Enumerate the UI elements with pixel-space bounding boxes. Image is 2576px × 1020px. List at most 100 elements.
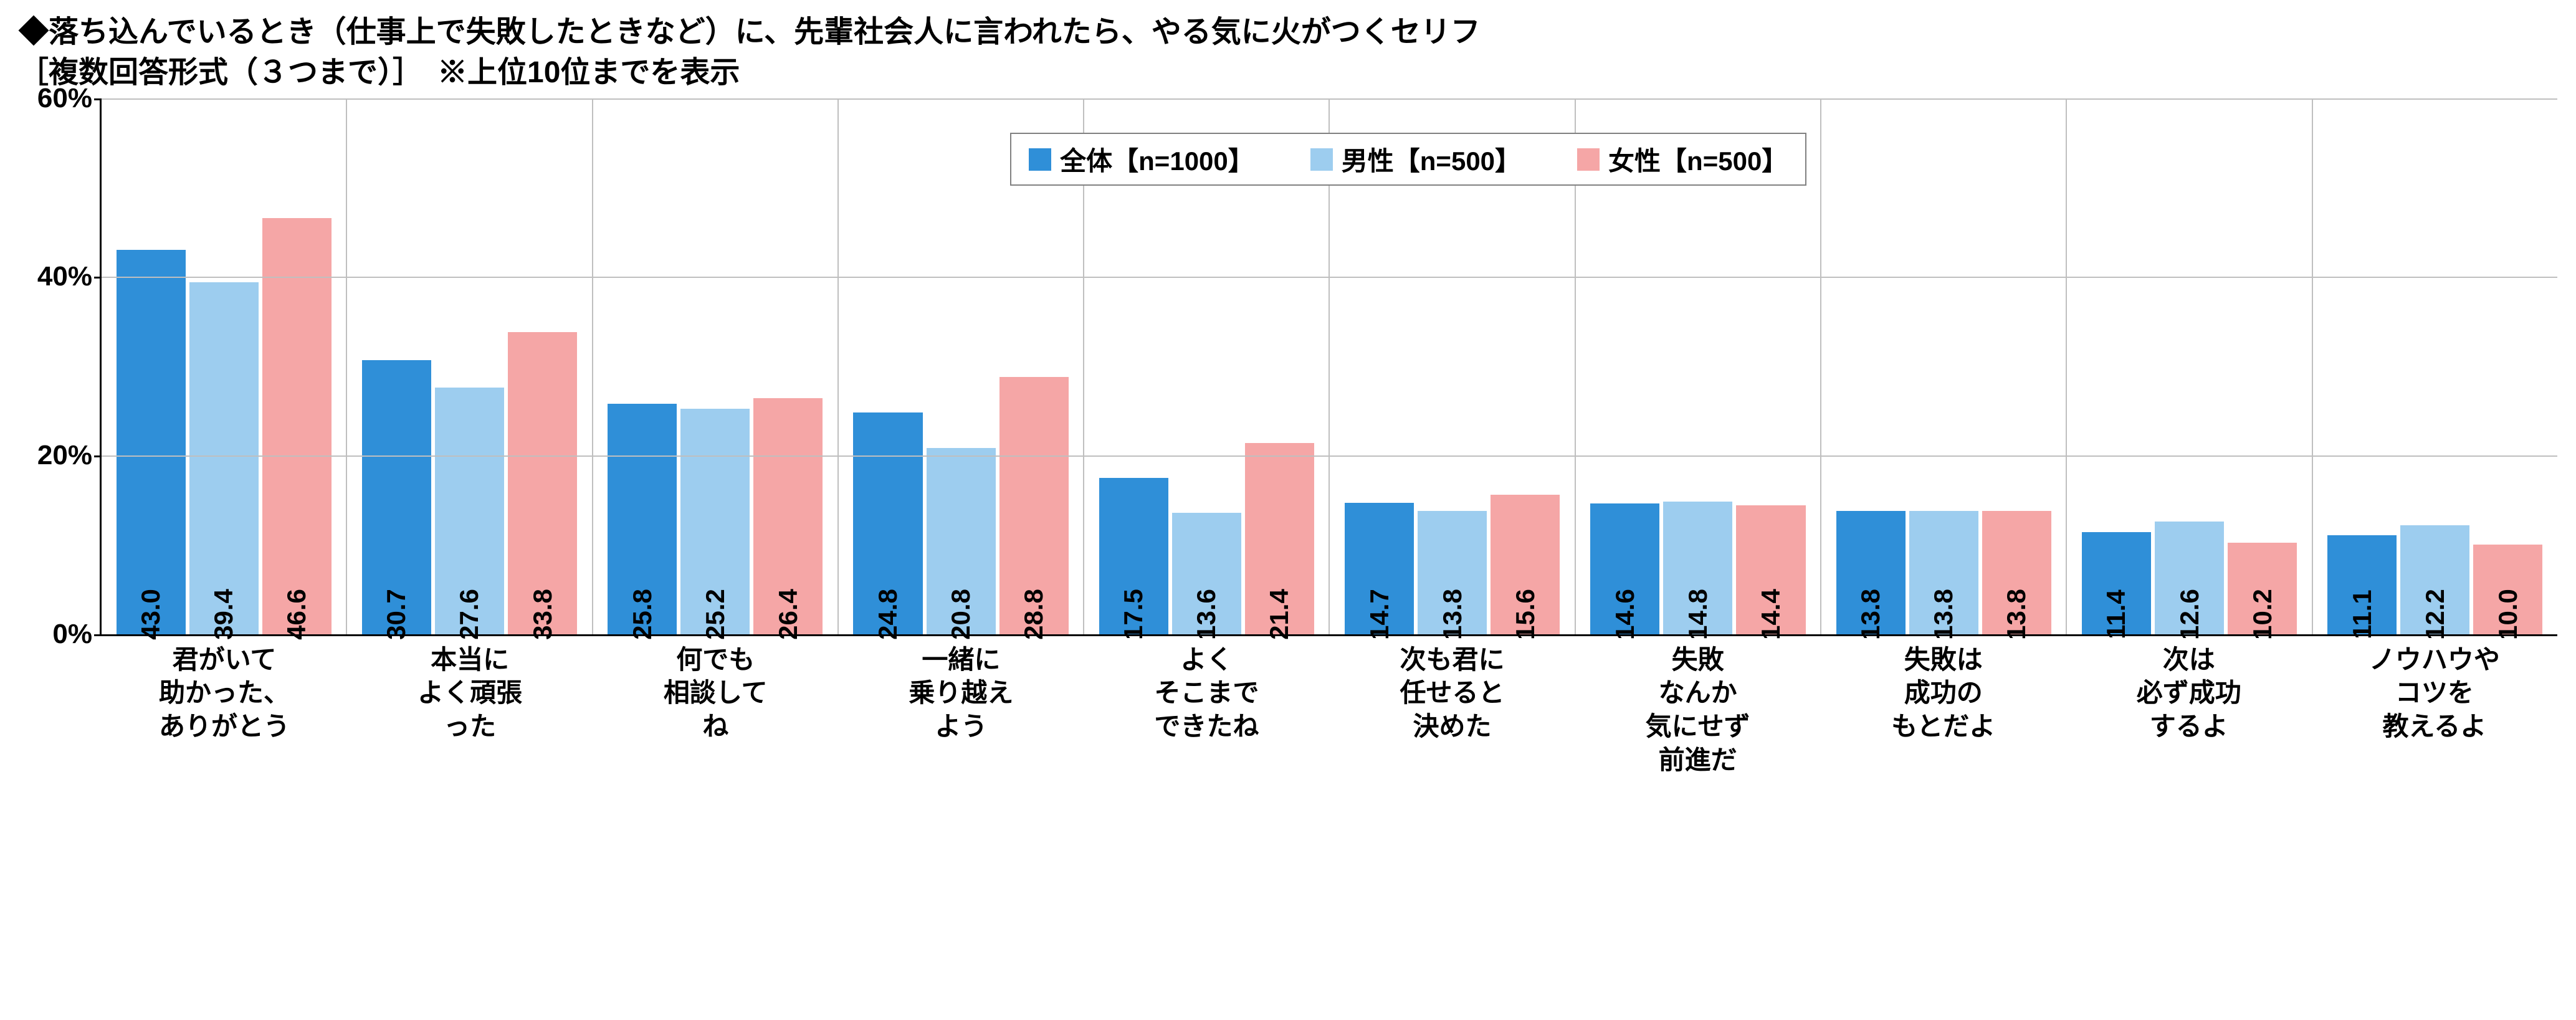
bar-value-label: 27.6 <box>454 589 484 640</box>
bar-value-label: 20.8 <box>946 589 976 640</box>
x-category-label: 次は必ず成功するよ <box>2066 634 2312 777</box>
bars: 43.039.446.6 <box>117 98 332 634</box>
bar: 39.4 <box>189 282 259 634</box>
bar: 10.0 <box>2473 545 2542 634</box>
bar: 15.6 <box>1491 495 1560 634</box>
bar-value-label: 21.4 <box>1264 589 1294 640</box>
x-category-label: ノウハウやコツを教えるよ <box>2312 634 2557 777</box>
bar-group: 30.727.633.8 <box>347 98 593 634</box>
bar: 14.7 <box>1345 503 1414 634</box>
bar-value-label: 17.5 <box>1119 589 1148 640</box>
bar: 13.8 <box>1418 511 1487 634</box>
bar-value-label: 12.6 <box>2175 589 2205 640</box>
bar: 10.2 <box>2228 543 2297 634</box>
bar: 21.4 <box>1245 443 1314 634</box>
bar-value-label: 26.4 <box>773 589 803 640</box>
bar: 13.8 <box>1982 511 2051 634</box>
bars: 25.825.226.4 <box>608 98 823 634</box>
bar-group: 11.412.610.2 <box>2067 98 2312 634</box>
bar-group: 11.112.210.0 <box>2313 98 2557 634</box>
bar: 43.0 <box>117 250 186 634</box>
bar-value-label: 30.7 <box>381 589 411 640</box>
bar: 25.2 <box>680 409 750 634</box>
gridline <box>102 98 2557 100</box>
bar-value-label: 13.8 <box>1856 589 1886 640</box>
bar: 27.6 <box>435 388 504 634</box>
x-category-label: 失敗なんか気にせず前進だ <box>1575 634 1821 777</box>
y-tick-label: 60% <box>37 83 92 114</box>
x-category-label: 何でも相談してね <box>593 634 838 777</box>
bar-value-label: 39.4 <box>209 589 239 640</box>
gridline <box>102 455 2557 457</box>
bar: 14.4 <box>1736 505 1805 634</box>
y-tick-label: 0% <box>52 619 92 650</box>
legend-item: 男性【n=500】 <box>1310 140 1521 178</box>
bar-value-label: 24.8 <box>873 589 903 640</box>
bar: 13.8 <box>1909 511 1978 634</box>
bar-value-label: 11.1 <box>2347 589 2377 639</box>
bar-value-label: 28.8 <box>1019 589 1049 640</box>
bar-value-label: 14.6 <box>1610 589 1640 640</box>
chart-title-block: ◆落ち込んでいるとき（仕事上で失敗したときなど）に、先輩社会人に言われたら、やる… <box>19 12 2557 93</box>
bar: 13.8 <box>1836 511 1906 634</box>
y-tick-label: 40% <box>37 261 92 292</box>
y-tick-mark <box>94 634 102 636</box>
y-axis: 0%20%40%60% <box>19 98 100 634</box>
x-category-label: 次も君に任せると決めた <box>1329 634 1575 777</box>
legend-label: 全体【n=1000】 <box>1060 140 1254 178</box>
y-tick-mark <box>94 98 102 100</box>
plot-area: 全体【n=1000】 男性【n=500】 女性【n=500】 43.039.446.… <box>100 98 2557 634</box>
x-axis-labels: 君がいて助かった、ありがとう本当によく頑張った何でも相談してね一緒に乗り越えよう… <box>100 634 2557 777</box>
bar-value-label: 10.2 <box>2248 589 2278 640</box>
legend-swatch <box>1577 148 1600 171</box>
chart-title-line-2: ［複数回答形式（３つまで）］ ※上位10位までを表示 <box>19 53 2557 93</box>
legend-swatch <box>1029 148 1051 171</box>
bar-value-label: 10.0 <box>2493 589 2523 640</box>
bar: 20.8 <box>927 448 996 634</box>
bar-value-label: 15.6 <box>1510 589 1540 640</box>
bar-value-label: 25.2 <box>700 589 730 640</box>
legend-swatch <box>1310 148 1333 171</box>
legend-label: 女性【n=500】 <box>1608 140 1788 178</box>
chart-container: 0%20%40%60% 全体【n=1000】 男性【n=500】 女性【n=500】… <box>19 98 2557 777</box>
bar-value-label: 33.8 <box>528 589 558 640</box>
x-category-label: よくそこまでできたね <box>1084 634 1329 777</box>
bar-value-label: 13.8 <box>2001 589 2031 640</box>
bar-group: 25.825.226.4 <box>593 98 839 634</box>
y-tick-mark <box>94 277 102 279</box>
bar: 25.8 <box>608 404 677 634</box>
bar: 26.4 <box>753 398 823 634</box>
bar-value-label: 13.8 <box>1438 589 1467 640</box>
bars: 13.813.813.8 <box>1836 98 2051 634</box>
bar: 14.8 <box>1663 502 1732 634</box>
bar-value-label: 11.4 <box>2101 589 2131 639</box>
bar: 13.6 <box>1172 513 1241 634</box>
legend-label: 男性【n=500】 <box>1342 140 1521 178</box>
chart-title-line-1: ◆落ち込んでいるとき（仕事上で失敗したときなど）に、先輩社会人に言われたら、やる… <box>19 12 2557 53</box>
x-category-label: 失敗は成功のもとだよ <box>1821 634 2066 777</box>
bars: 11.112.210.0 <box>2327 98 2542 634</box>
bar-value-label: 25.8 <box>627 589 657 640</box>
y-tick-mark <box>94 455 102 457</box>
legend-item: 女性【n=500】 <box>1577 140 1788 178</box>
bar-group: 13.813.813.8 <box>1821 98 2067 634</box>
bar-value-label: 43.0 <box>136 589 166 640</box>
bar-value-label: 14.7 <box>1365 589 1395 640</box>
bar-value-label: 13.6 <box>1191 589 1221 640</box>
x-category-label: 本当によく頑張った <box>347 634 593 777</box>
gridline <box>102 277 2557 278</box>
bar: 12.2 <box>2400 525 2469 634</box>
bar-value-label: 14.4 <box>1756 589 1786 640</box>
bar-value-label: 13.8 <box>1929 589 1958 640</box>
x-category-label: 一緒に乗り越えよう <box>838 634 1084 777</box>
chart: 0%20%40%60% 全体【n=1000】 男性【n=500】 女性【n=500】… <box>19 98 2557 634</box>
bar-group: 43.039.446.6 <box>102 98 347 634</box>
bar: 12.6 <box>2155 522 2224 634</box>
bar: 46.6 <box>262 218 332 634</box>
bar-value-label: 14.8 <box>1683 589 1713 640</box>
bar: 24.8 <box>853 412 922 634</box>
bar-value-label: 46.6 <box>282 589 312 640</box>
legend-item: 全体【n=1000】 <box>1029 140 1254 178</box>
bars: 11.412.610.2 <box>2082 98 2297 634</box>
bar: 33.8 <box>508 332 577 634</box>
